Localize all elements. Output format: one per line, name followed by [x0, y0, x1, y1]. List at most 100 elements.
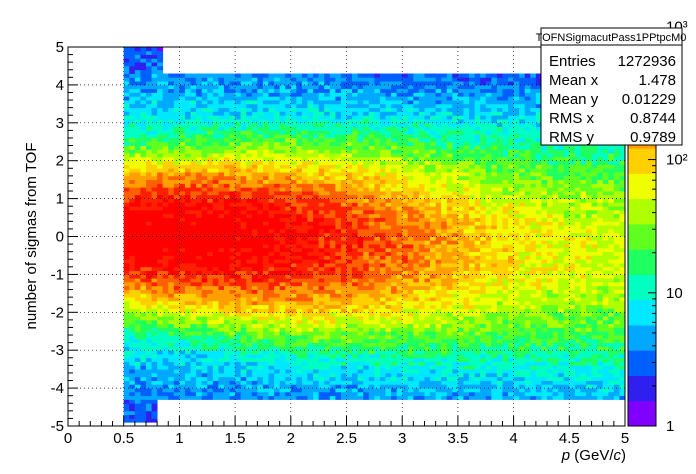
heatmap-cell: [123, 126, 130, 131]
heatmap-cell: [268, 232, 275, 237]
heatmap-cell: [357, 88, 364, 93]
heatmap-cell: [173, 111, 180, 116]
heatmap-cell: [279, 96, 286, 101]
heatmap-cell: [391, 372, 398, 378]
heatmap-cell: [201, 263, 208, 268]
heatmap-cell: [235, 191, 242, 196]
heatmap-cell: [430, 96, 437, 101]
heatmap-cell: [368, 134, 375, 139]
heatmap-cell: [301, 395, 308, 400]
heatmap-cell: [251, 346, 258, 351]
heatmap-cell: [173, 172, 180, 177]
heatmap-cell: [162, 213, 169, 218]
heatmap-cell: [402, 84, 409, 90]
heatmap-cell: [424, 149, 431, 154]
heatmap-cell: [235, 103, 242, 109]
heatmap-cell: [201, 300, 208, 306]
heatmap-cell: [123, 183, 130, 188]
heatmap-cell: [296, 376, 303, 381]
heatmap-cell: [290, 130, 297, 135]
heatmap-cell: [391, 153, 398, 158]
heatmap-cell: [168, 335, 175, 340]
heatmap-cell: [352, 323, 359, 328]
heatmap-cell: [301, 281, 308, 287]
heatmap-cell: [301, 384, 308, 389]
heatmap-cell: [391, 255, 398, 260]
heatmap-cell: [340, 221, 347, 226]
heatmap-cell: [212, 187, 219, 192]
heatmap-cell: [173, 221, 180, 226]
heatmap-cell: [318, 353, 325, 359]
heatmap-cell: [413, 259, 420, 264]
heatmap-cell: [162, 361, 169, 366]
heatmap-cell: [313, 179, 320, 184]
heatmap-cell: [313, 115, 320, 120]
heatmap-cell: [396, 115, 403, 120]
heatmap-cell: [307, 164, 314, 169]
heatmap-cell: [134, 361, 141, 366]
heatmap-cell: [413, 281, 420, 287]
heatmap-cell: [374, 122, 381, 127]
heatmap-cell: [223, 209, 230, 215]
heatmap-cell: [418, 179, 425, 184]
heatmap-cell: [368, 175, 375, 181]
heatmap-cell: [340, 156, 347, 162]
heatmap-cell: [207, 293, 214, 298]
heatmap-cell: [179, 149, 186, 154]
heatmap-cell: [324, 191, 331, 196]
heatmap-cell: [430, 164, 437, 169]
heatmap-cell: [151, 84, 158, 90]
heatmap-cell: [223, 202, 230, 207]
heatmap-cell: [329, 323, 336, 328]
heatmap-cell: [218, 156, 225, 162]
heatmap-cell: [301, 263, 308, 268]
heatmap-cell: [207, 391, 214, 397]
heatmap-cell: [424, 342, 431, 347]
heatmap-cell: [413, 300, 420, 306]
heatmap-cell: [145, 217, 152, 222]
heatmap-cell: [274, 100, 281, 105]
heatmap-cell: [218, 217, 225, 222]
heatmap-cell: [190, 388, 197, 393]
heatmap-cell: [368, 289, 375, 294]
heatmap-cell: [313, 297, 320, 302]
heatmap-cell: [379, 346, 386, 351]
heatmap-cell: [413, 278, 420, 283]
heatmap-cell: [168, 179, 175, 184]
heatmap-cell: [235, 308, 242, 313]
heatmap-cell: [162, 73, 169, 78]
heatmap-cell: [313, 236, 320, 241]
heatmap-cell: [368, 137, 375, 143]
heatmap-cell: [207, 247, 214, 253]
heatmap-cell: [402, 335, 409, 340]
heatmap-cell: [162, 187, 169, 192]
heatmap-cell: [201, 331, 208, 336]
heatmap-cell: [207, 149, 214, 154]
heatmap-cell: [357, 350, 364, 355]
heatmap-cell: [251, 172, 258, 177]
heatmap-cell: [129, 270, 136, 275]
heatmap-cell: [129, 126, 136, 131]
heatmap-cell: [324, 232, 331, 237]
heatmap-cell: [385, 353, 392, 359]
heatmap-cell: [385, 73, 392, 78]
heatmap-cell: [430, 251, 437, 256]
heatmap-cell: [123, 331, 130, 336]
heatmap-cell: [251, 395, 258, 400]
heatmap-cell: [251, 293, 258, 298]
heatmap-cell: [313, 228, 320, 234]
heatmap-cell: [374, 251, 381, 256]
heatmap-cell: [240, 289, 247, 294]
heatmap-cell: [324, 335, 331, 340]
heatmap-cell: [352, 183, 359, 188]
heatmap-cell: [318, 335, 325, 340]
heatmap-cell: [279, 172, 286, 177]
heatmap-cell: [413, 183, 420, 188]
heatmap-cell: [262, 111, 269, 116]
heatmap-cell: [290, 369, 297, 374]
heatmap-cell: [201, 380, 208, 385]
heatmap-cell: [218, 293, 225, 298]
heatmap-cell: [402, 209, 409, 215]
heatmap-cell: [374, 217, 381, 222]
heatmap-cell: [296, 308, 303, 313]
